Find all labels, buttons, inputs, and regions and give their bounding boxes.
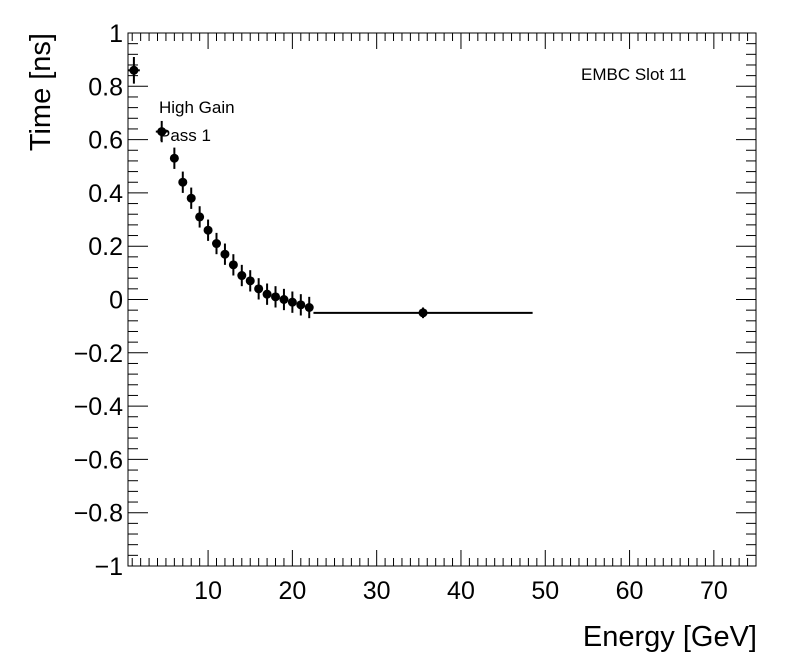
data-point (245, 270, 255, 292)
y-axis-title: Time [ns] (25, 33, 57, 151)
data-marker (279, 295, 289, 304)
y-tick-label: 0 (109, 287, 123, 315)
data-point (279, 288, 289, 311)
x-tick-label: 10 (194, 577, 222, 605)
data-point (271, 286, 281, 308)
data-point (304, 296, 314, 319)
data-marker (245, 276, 255, 286)
data-point (203, 219, 213, 241)
data-marker (129, 65, 139, 75)
y-tick-label: −0.8 (74, 500, 123, 528)
x-tick-label: 50 (531, 577, 559, 605)
data-marker (418, 308, 428, 318)
data-marker (178, 177, 188, 187)
data-marker (296, 300, 306, 310)
y-tick-label: 0.4 (88, 180, 123, 208)
data-marker (195, 212, 205, 222)
y-tick-label: −1 (94, 553, 123, 581)
x-tick-label: 70 (700, 577, 728, 605)
data-point (212, 232, 222, 255)
data-point (155, 120, 168, 143)
data-marker (220, 249, 230, 259)
data-marker (304, 302, 314, 312)
data-point (313, 307, 533, 319)
y-tick-label: 1 (109, 20, 123, 48)
data-marker (271, 292, 281, 302)
data-marker (212, 239, 222, 249)
data-point (254, 278, 264, 300)
x-axis-ticks: 10 20 30 40 50 60 70 (131, 33, 757, 605)
data-marker (157, 127, 167, 137)
y-tick-label: −0.2 (74, 340, 123, 368)
y-tick-label: 0.2 (88, 233, 123, 261)
x-tick-label: 60 (616, 577, 644, 605)
data-point (169, 147, 179, 169)
y-tick-label: 0.8 (88, 73, 123, 101)
data-point (128, 56, 140, 84)
slot-annotation: EMBC Slot 11 (581, 65, 687, 84)
data-marker (203, 225, 213, 235)
data-point (287, 291, 297, 313)
data-point (178, 171, 188, 193)
data-point (220, 243, 230, 265)
data-marker (228, 260, 238, 270)
data-marker (254, 284, 264, 294)
x-tick-label: 40 (447, 577, 475, 605)
data-point (262, 283, 272, 305)
y-tick-label: −0.4 (74, 393, 123, 421)
data-point (237, 264, 247, 287)
data-point (195, 206, 205, 228)
x-tick-label: 30 (363, 577, 391, 605)
y-axis-ticks: −1 −0.8 −0.6 −0.4 −0.2 0 0.2 0.4 0.6 0.8 1 (74, 20, 756, 581)
pass-annotation: Pass 1 (159, 126, 211, 145)
data-points (128, 56, 533, 319)
y-tick-label: 0.6 (88, 127, 123, 155)
data-point (186, 187, 196, 209)
data-marker (237, 271, 247, 281)
gain-annotation: High Gain (159, 98, 235, 117)
data-marker (262, 289, 272, 299)
data-marker (186, 193, 196, 203)
data-point (296, 294, 306, 316)
data-marker (287, 297, 297, 307)
x-axis-title: Energy [GeV] (583, 621, 757, 653)
data-marker (169, 153, 179, 163)
y-tick-label: −0.6 (74, 446, 123, 474)
data-point (228, 254, 238, 276)
x-tick-label: 20 (278, 577, 306, 605)
